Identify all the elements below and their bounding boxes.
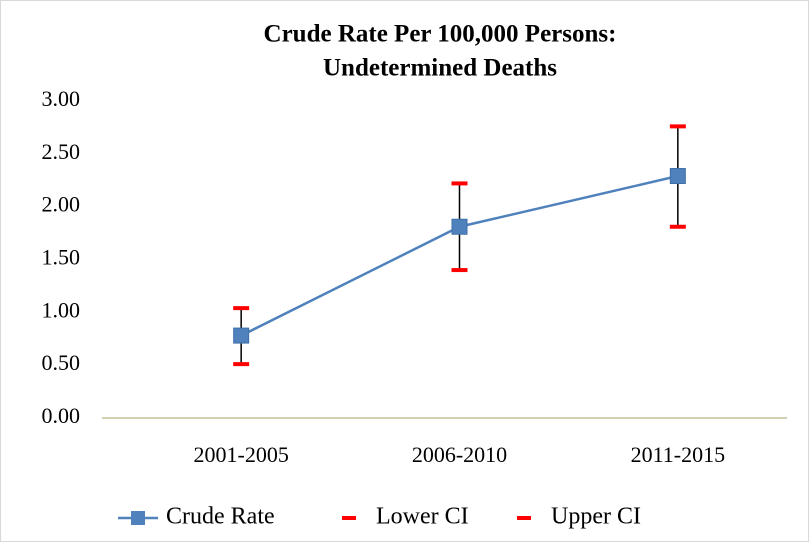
legend-label: Upper CI — [551, 504, 641, 530]
chart-title: Crude Rate Per 100,000 Persons: — [264, 21, 617, 48]
y-tick-label: 0.00 — [42, 403, 81, 428]
y-tick-label: 1.50 — [42, 245, 81, 270]
legend-label: Crude Rate — [166, 504, 275, 530]
point-marker — [451, 218, 468, 235]
point-marker — [233, 327, 250, 344]
legend-label: Lower CI — [376, 504, 469, 530]
legend-marker — [131, 511, 145, 525]
y-tick-label: 2.00 — [42, 192, 81, 217]
x-tick-label: 2006-2010 — [412, 442, 507, 467]
y-tick-label: 2.50 — [42, 139, 81, 164]
point-marker — [669, 168, 686, 185]
chart-title: Undetermined Deaths — [323, 55, 557, 82]
y-tick-label: 1.00 — [42, 297, 81, 322]
y-tick-label: 3.00 — [42, 86, 81, 111]
y-tick-label: 0.50 — [42, 350, 81, 375]
x-tick-label: 2001-2005 — [194, 442, 289, 467]
x-tick-label: 2011-2015 — [631, 442, 726, 467]
